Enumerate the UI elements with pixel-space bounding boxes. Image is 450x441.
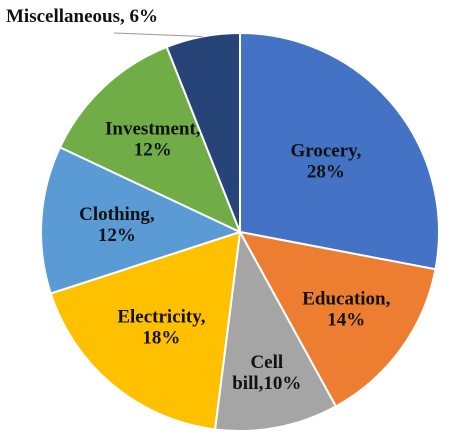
label-clothing: Clothing, 12% bbox=[79, 204, 155, 246]
label-line: Clothing, bbox=[79, 204, 155, 225]
label-line: 12% bbox=[134, 140, 172, 161]
slice-electricity bbox=[49, 230, 242, 431]
slice-investment bbox=[58, 45, 242, 234]
pie-slices bbox=[40, 31, 440, 432]
label-education: Education, 14% bbox=[302, 289, 390, 331]
label-cell-bill: Cell bill,10% bbox=[232, 352, 301, 394]
label-investment: Investment, 12% bbox=[105, 119, 201, 161]
slice-cell-bill bbox=[213, 228, 338, 432]
slice-education bbox=[238, 230, 437, 408]
label-line: Cell bbox=[250, 352, 283, 373]
slice-grocery bbox=[239, 31, 440, 271]
pie-labels: Grocery, 28%Education, 14%Cell bill,10%Elec… bbox=[79, 119, 390, 395]
label-line: 28% bbox=[307, 162, 345, 183]
label-line: Investment, bbox=[105, 119, 201, 140]
label-electricity: Electricity, 18% bbox=[117, 307, 205, 349]
slice-miscellaneous bbox=[165, 31, 241, 233]
miscellaneous-label: Miscellaneous, 6% bbox=[6, 6, 158, 27]
slice-clothing bbox=[40, 145, 243, 295]
label-line: 18% bbox=[142, 328, 180, 349]
label-line: bill,10% bbox=[232, 373, 301, 394]
label-line: Grocery, bbox=[290, 141, 361, 162]
label-line: 12% bbox=[98, 225, 136, 246]
label-line: Education, bbox=[302, 289, 390, 310]
label-line: 14% bbox=[327, 310, 365, 331]
miscellaneous-leader-line bbox=[113, 32, 203, 37]
label-line: Electricity, bbox=[117, 307, 205, 328]
label-grocery: Grocery, 28% bbox=[290, 141, 361, 183]
